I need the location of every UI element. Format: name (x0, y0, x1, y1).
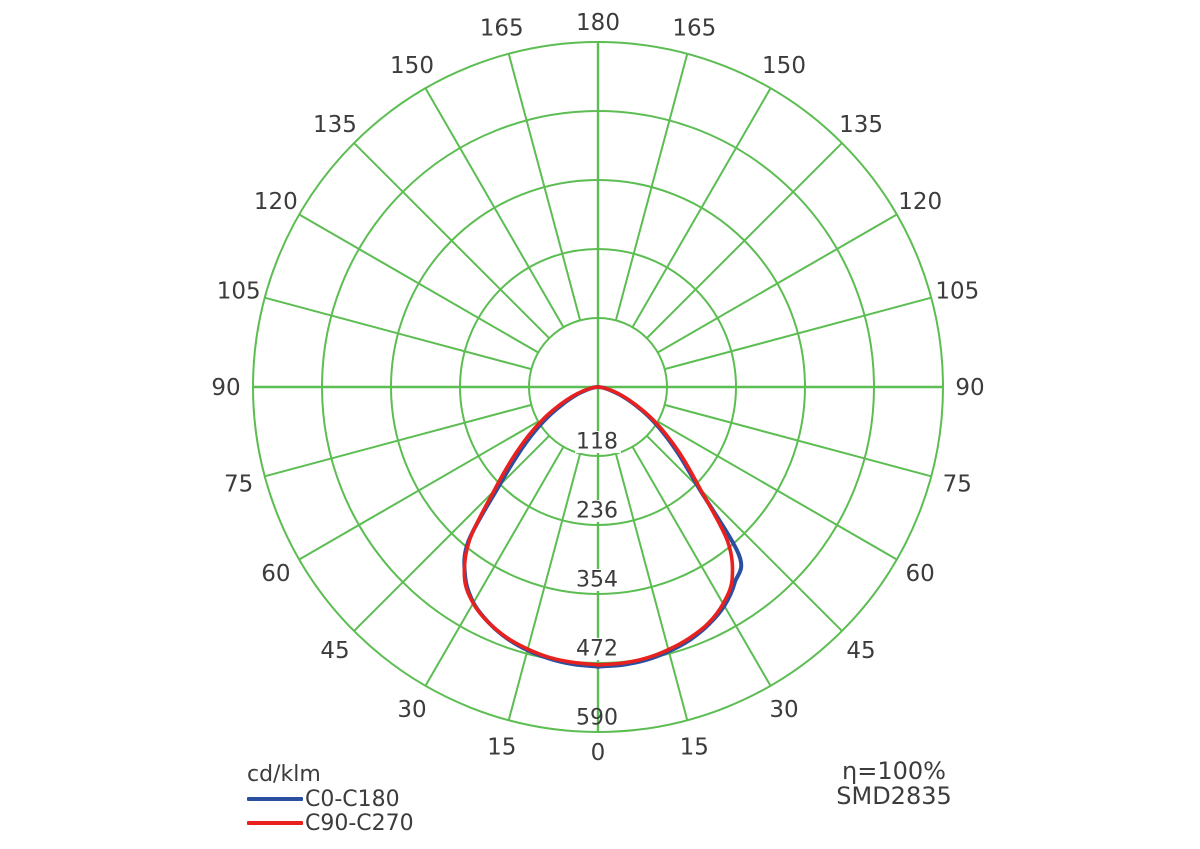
angle-tick-label: 105 (217, 279, 261, 305)
polar-spoke (664, 403, 932, 478)
polar-spoke (353, 435, 550, 632)
polar-spoke (614, 453, 689, 721)
angle-tick-label: 60 (906, 561, 935, 587)
angle-tick-label: 165 (672, 16, 716, 42)
angle-tick-label: 105 (935, 279, 979, 305)
polar-spoke (657, 213, 898, 354)
legend-units-label: cd/klm (247, 762, 321, 787)
legend-label-c90-c270: C90-C270 (305, 810, 414, 836)
radial-tick-label: 118 (576, 430, 618, 455)
angle-tick-label: 120 (254, 189, 298, 215)
radial-label-backdrop (575, 638, 621, 660)
angle-tick-label: 45 (320, 638, 349, 664)
radial-label-backdrop (575, 431, 621, 453)
legend: cd/klm C0-C180 C90-C270 (247, 762, 414, 836)
polar-spoke (646, 435, 843, 632)
legend-item-c90-c270: C90-C270 (247, 810, 414, 836)
angle-tick-label: 0 (591, 740, 606, 766)
radial-tick-label: 472 (576, 637, 618, 662)
angle-tick-label: 15 (487, 734, 516, 760)
angle-tick-label: 150 (762, 53, 806, 79)
legend-item-c0-c180: C0-C180 (247, 786, 414, 812)
angle-tick-label: 75 (943, 471, 972, 497)
radial-label-backdrop (575, 569, 621, 591)
polar-spoke (507, 53, 582, 321)
polar-spoke (298, 420, 539, 561)
angle-tick-label: 165 (480, 16, 524, 42)
polar-spoke (264, 403, 532, 478)
angle-tick-label: 15 (680, 734, 709, 760)
led-type-label: SMD2835 (836, 782, 952, 810)
angle-tick-label: 90 (211, 375, 240, 401)
curve-c90-c270 (462, 385, 735, 667)
polar-spoke (631, 446, 772, 687)
legend-label-c0-c180: C0-C180 (305, 786, 400, 812)
polar-spoke (424, 446, 565, 687)
angle-tick-label: 180 (576, 10, 620, 36)
radial-tick-label: 590 (576, 706, 618, 731)
polar-spoke (298, 213, 539, 354)
angle-tick-label: 60 (261, 561, 290, 587)
polar-spoke (507, 453, 582, 721)
angle-tick-label: 135 (313, 112, 357, 138)
polar-spoke (424, 87, 565, 328)
polar-spoke (657, 420, 898, 561)
legend-line-c90-c270-swatch (247, 821, 303, 825)
polar-spoke (631, 87, 772, 328)
annotations-block: η=100% SMD2835 (814, 759, 974, 809)
angle-tick-label: 120 (898, 189, 942, 215)
legend-line-c0-c180-swatch (247, 797, 303, 801)
angle-tick-label: 90 (955, 375, 984, 401)
angle-tick-label: 135 (839, 112, 883, 138)
radial-tick-label: 236 (576, 499, 618, 524)
angle-tick-label: 30 (769, 697, 798, 723)
radial-tick-label: 354 (576, 568, 618, 593)
angle-tick-label: 75 (224, 471, 253, 497)
polar-spoke (264, 296, 532, 371)
polar-spoke (614, 53, 689, 321)
radial-label-backdrop (575, 500, 621, 522)
angle-tick-label: 45 (846, 638, 875, 664)
efficiency-label: η=100% (842, 757, 946, 785)
angle-tick-label: 150 (390, 53, 434, 79)
angle-tick-label: 30 (397, 697, 426, 723)
polar-spoke (353, 142, 550, 339)
polar-spoke (646, 142, 843, 339)
polar-spoke (664, 296, 932, 371)
